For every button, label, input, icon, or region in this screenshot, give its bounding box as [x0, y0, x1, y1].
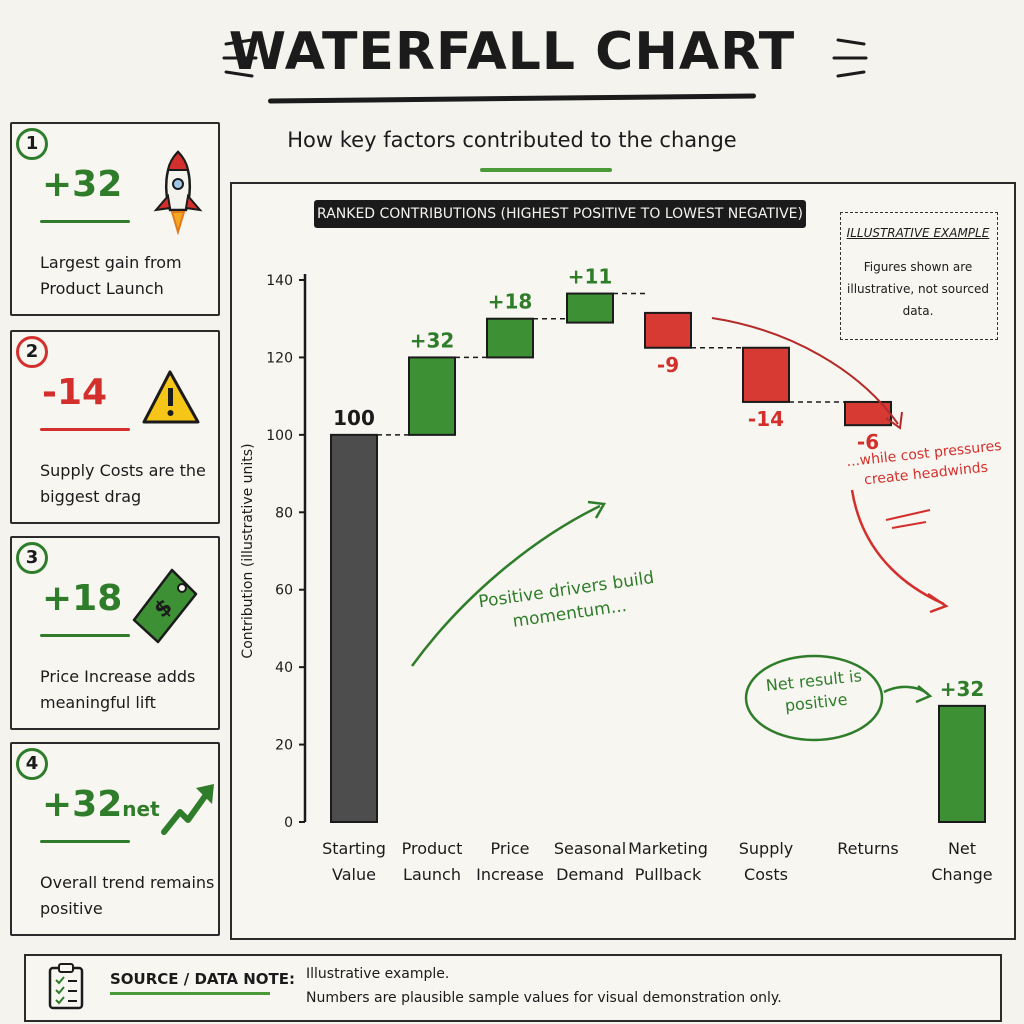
- chart-header: RANKED CONTRIBUTIONS (HIGHEST POSITIVE T…: [314, 200, 806, 228]
- x-tick-label: Supply: [739, 839, 794, 858]
- bar-seasonal-demand: [566, 292, 614, 324]
- bar-value-label: -14: [748, 407, 784, 431]
- bar-value-label: -9: [657, 353, 679, 377]
- x-tick-label: Launch: [403, 865, 461, 884]
- subtitle-underline: [480, 168, 612, 172]
- card-value: +32net: [42, 784, 160, 825]
- illustrative-note-title: ILLUSTRATIVE EXAMPLE: [846, 226, 990, 240]
- card-value-number: +32: [42, 784, 123, 825]
- negative-arrow-top-icon: [711, 317, 899, 425]
- price-tag-icon: $: [132, 568, 198, 644]
- value-labels: 100 +32 +18 +11 -9 -14 -6 +32: [333, 265, 984, 701]
- y-tick-label: 100: [266, 428, 293, 444]
- y-axis: 0 20 40 60 80 100 120 140 Contribution (illustra…: [240, 273, 307, 831]
- x-tick-label: Starting: [322, 839, 386, 858]
- bar-net-change: [938, 704, 986, 823]
- y-tick-label: 80: [275, 505, 293, 521]
- x-tick-label: Returns: [837, 839, 898, 858]
- scribble-icon: [885, 509, 931, 529]
- card-text: Price Increase adds meaningful lift: [40, 667, 196, 712]
- clipboard-icon: [48, 963, 84, 1010]
- bar-value-label: 100: [333, 406, 375, 430]
- insight-card-1: 1 +32 Largest gain from Product Launch: [10, 122, 220, 316]
- insight-card-2: 2 -14 Supply Costs are the biggest drag: [10, 330, 220, 524]
- warning-icon: [142, 370, 200, 424]
- y-tick-label: 60: [275, 583, 293, 599]
- bar-product-launch: [408, 356, 456, 436]
- x-tick-label: Pullback: [635, 865, 702, 884]
- x-axis-labels: Starting Value Product Launch Price Increase S…: [322, 839, 993, 884]
- x-tick-label: Price: [490, 839, 529, 858]
- negative-arrow-top-head-icon: [885, 411, 903, 430]
- bar-value-label: +18: [488, 290, 533, 314]
- card-text: Overall trend remains positive: [40, 873, 215, 918]
- insight-card-4: 4 +32net Overall trend remains positive: [10, 742, 220, 936]
- card-value-underline: [40, 634, 130, 637]
- bar-value-label: +11: [568, 265, 613, 289]
- x-tick-label: Seasonal: [554, 839, 626, 858]
- source-label-underline: [110, 992, 270, 995]
- y-tick-label: 140: [266, 273, 293, 289]
- bar-marketing-pullback: [644, 311, 692, 349]
- y-tick-label: 40: [275, 660, 293, 676]
- card-text: Supply Costs are the biggest drag: [40, 461, 206, 506]
- bar-value-label: -6: [857, 430, 879, 454]
- x-tick-label: Net: [948, 839, 976, 858]
- x-tick-label: Costs: [744, 865, 788, 884]
- card-text: Largest gain from Product Launch: [40, 253, 182, 298]
- source-label: SOURCE / DATA NOTE:: [110, 970, 296, 988]
- source-box: [24, 954, 1002, 1022]
- page-subtitle: How key factors contributed to the chang…: [287, 128, 737, 152]
- y-axis-title: Contribution (illustrative units): [240, 443, 256, 658]
- illustrative-note-box: [840, 212, 998, 340]
- positive-arrow-icon: [410, 504, 601, 667]
- title-sparkle-left-icon: [222, 38, 258, 78]
- x-tick-label: Product: [402, 839, 463, 858]
- page-title: WATERFALL CHART: [228, 22, 796, 82]
- card-value-underline: [40, 220, 130, 223]
- trend-up-arrow-icon: [161, 784, 214, 835]
- card-value-underline: [40, 428, 130, 431]
- bar-value-label: +32: [940, 677, 985, 701]
- bar-supply-costs: [742, 346, 790, 403]
- source-line-1: Illustrative example.: [306, 966, 450, 982]
- net-result-circle-icon: [744, 654, 884, 742]
- bar-price-increase: [486, 317, 534, 359]
- insight-card-3: 3 +18 Price Increase adds meaningful lif…: [10, 536, 220, 730]
- bar-value-label: +32: [410, 328, 455, 352]
- card-value-suffix: net: [122, 797, 160, 821]
- x-tick-label: Marketing: [628, 839, 708, 858]
- title-sparkle-right-icon: [832, 38, 868, 78]
- card-value: +18: [42, 578, 123, 619]
- y-tick-label: 0: [284, 815, 293, 831]
- x-tick-label: Value: [332, 865, 376, 884]
- card-number-badge: 2: [16, 336, 48, 368]
- rocket-icon: [153, 150, 203, 236]
- positive-arrow-head-icon: [587, 500, 607, 519]
- bar-starting-value: [330, 433, 378, 823]
- bars: [330, 292, 986, 823]
- card-number-badge: 3: [16, 542, 48, 574]
- x-tick-label: Demand: [556, 865, 624, 884]
- card-value: +32: [42, 164, 123, 205]
- source-line-2: Numbers are plausible sample values for …: [306, 990, 782, 1006]
- negative-arrow-bottom-head-icon: [927, 592, 949, 614]
- y-tick-label: 20: [275, 738, 293, 754]
- card-number-badge: 1: [16, 128, 48, 160]
- x-tick-label: Change: [931, 865, 992, 884]
- negative-arrow-bottom-icon: [850, 489, 945, 606]
- card-number-badge: 4: [16, 748, 48, 780]
- net-arrow-head-icon: [915, 685, 933, 704]
- connectors: [377, 292, 845, 436]
- illustrative-note-text: Figures shown are illustrative, not sour…: [847, 260, 989, 318]
- x-tick-label: Increase: [476, 865, 544, 884]
- y-tick-label: 120: [266, 350, 293, 366]
- card-value-underline: [40, 840, 130, 843]
- card-value: -14: [42, 372, 108, 413]
